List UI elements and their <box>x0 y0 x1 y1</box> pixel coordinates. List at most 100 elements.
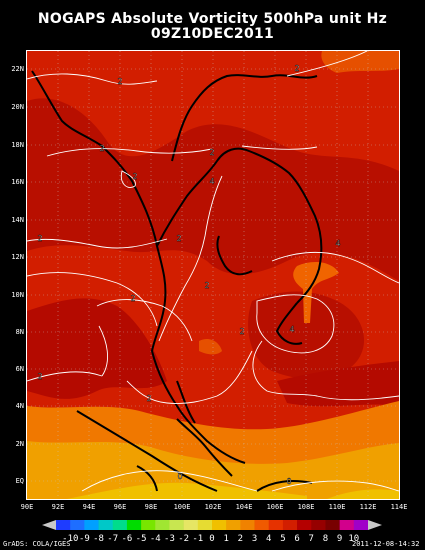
colorbar-tick-label: -1 <box>192 534 204 544</box>
contour-label: 2 <box>99 144 104 153</box>
latitude-label: 4N <box>15 402 24 410</box>
latitude-label: 2N <box>15 440 24 448</box>
colorbar-tick-label: 7 <box>308 534 314 544</box>
latitude-label: 8N <box>15 328 24 336</box>
grads-credit: GrADS: COLA/IGES <box>3 540 71 548</box>
contour-label: 2 <box>132 172 137 181</box>
colorbar-tick-label: -7 <box>107 534 119 544</box>
latitude-label: 18N <box>11 141 24 149</box>
colorbar-tick-label: -10 <box>62 534 79 544</box>
latitude-label: EQ <box>15 477 24 485</box>
longitude-label: 100E <box>173 503 191 511</box>
longitude-label: 94E <box>82 503 96 511</box>
colorbar-tick-label: 0 <box>209 534 215 544</box>
colorbar-swatch <box>254 520 270 530</box>
contour-label: 2 <box>176 234 181 243</box>
longitude-label: 102E <box>204 503 222 511</box>
longitude-label: 106E <box>266 503 284 511</box>
contour-label: 2 <box>130 294 135 303</box>
colorbar-tick-label: 9 <box>336 534 343 544</box>
latitude-label: 6N <box>15 365 24 373</box>
longitude-label: 112E <box>359 503 377 511</box>
colorbar-swatch <box>212 520 227 530</box>
field-patch-mid <box>199 339 222 355</box>
longitude-label: 104E <box>235 503 253 511</box>
colorbar-swatch <box>169 520 184 530</box>
colorbar-tick-label: 5 <box>280 534 286 544</box>
contour-label: 2 <box>146 394 151 403</box>
contour-label: 2 <box>209 148 214 157</box>
contour-label: 4 <box>209 177 214 186</box>
colorbar <box>42 520 382 530</box>
colorbar-swatch <box>268 520 284 530</box>
colorbar-swatch <box>297 520 312 530</box>
lat-lon-grid <box>27 51 399 499</box>
colorbar-swatch <box>325 520 340 530</box>
colorbar-tick-label: 3 <box>251 534 258 544</box>
contour-label: 0 <box>177 472 182 481</box>
latitude-label: 20N <box>11 103 24 111</box>
contour-label: 2 <box>117 77 122 86</box>
contour-label: 2 <box>294 64 299 73</box>
colorbar-swatch <box>240 520 255 530</box>
latitude-label: 22N <box>11 65 24 73</box>
colorbar-swatch <box>98 520 114 530</box>
colorbar-swatch <box>311 520 326 530</box>
colorbar-swatch <box>141 520 156 530</box>
colorbar-swatch <box>70 520 85 530</box>
vorticity-map: 2 2 2 2 2 4 2 4 2 2 2 4 2 2 2 0 0 <box>26 50 400 500</box>
colorbar-swatch <box>56 520 71 530</box>
longitude-label: 98E <box>144 503 158 511</box>
colorbar-tick-label: -4 <box>149 534 161 544</box>
field-high-central <box>27 298 167 399</box>
map-title: NOGAPS Absolute Vorticity 500hPa unit Hz <box>37 11 388 27</box>
colorbar-tick-label: 1 <box>223 534 229 544</box>
latitude-label: 14N <box>11 216 24 224</box>
colorbar-swatch <box>126 520 142 530</box>
longitude-label: 92E <box>51 503 65 511</box>
contour-label: 4 <box>335 239 340 248</box>
colorbar-tick-label: 8 <box>322 534 329 544</box>
colorbar-swatch <box>183 520 199 530</box>
colorbar-swatch <box>197 520 213 530</box>
colorbar-tick-label: 10 <box>348 534 360 544</box>
field-low-south-4 <box>327 489 399 499</box>
colorbar-tick-label: 4 <box>266 534 272 544</box>
colorbar-tick-label: -6 <box>121 534 133 544</box>
colorbar-swatch <box>112 520 128 530</box>
longitude-label: 108E <box>297 503 315 511</box>
contour-label: 4 <box>289 325 294 334</box>
colorbar-tick-label: -5 <box>135 534 147 544</box>
colorbar-tick-label: 2 <box>237 534 244 544</box>
contour-label: 2 <box>204 281 209 290</box>
colorbar-tick-label: -2 <box>178 534 190 544</box>
longitude-label: 110E <box>328 503 346 511</box>
contour-label: 2 <box>37 234 42 243</box>
colorbar-swatch <box>353 520 369 530</box>
colorbar-left-arrow <box>42 520 56 530</box>
coastlines <box>31 70 323 492</box>
run-timestamp: 2011-12-08-14:32 <box>352 540 420 548</box>
vorticity-contours <box>27 51 399 492</box>
colorbar-swatch <box>282 520 298 530</box>
colorbar-swatch <box>84 520 99 530</box>
longitude-label: 90E <box>20 503 34 511</box>
contour-label: 2 <box>239 327 244 336</box>
colorbar-tick-label: 6 <box>294 534 300 544</box>
contour-label: 0 <box>286 477 291 486</box>
field-patch-gulf <box>293 261 339 323</box>
longitude-label: 114E <box>390 503 408 511</box>
contour-label: 2 <box>37 372 42 381</box>
contour-labels: 2 2 2 2 2 4 2 4 2 2 2 4 2 2 2 0 0 <box>37 64 340 486</box>
colorbar-swatch <box>155 520 170 530</box>
field-patch-ne <box>321 51 399 73</box>
colorbar-tick-label: -9 <box>78 534 90 544</box>
latitude-label: 12N <box>11 253 24 261</box>
latitude-label: 10N <box>11 291 24 299</box>
colorbar-tick-label: -3 <box>164 534 175 544</box>
field-low-south-3 <box>67 482 307 499</box>
colorbar-tick-label: -8 <box>93 534 104 544</box>
latitude-label: 16N <box>11 178 24 186</box>
map-timestamp: 09Z10DEC2011 <box>150 26 275 42</box>
colorbar-swatch <box>226 520 241 530</box>
